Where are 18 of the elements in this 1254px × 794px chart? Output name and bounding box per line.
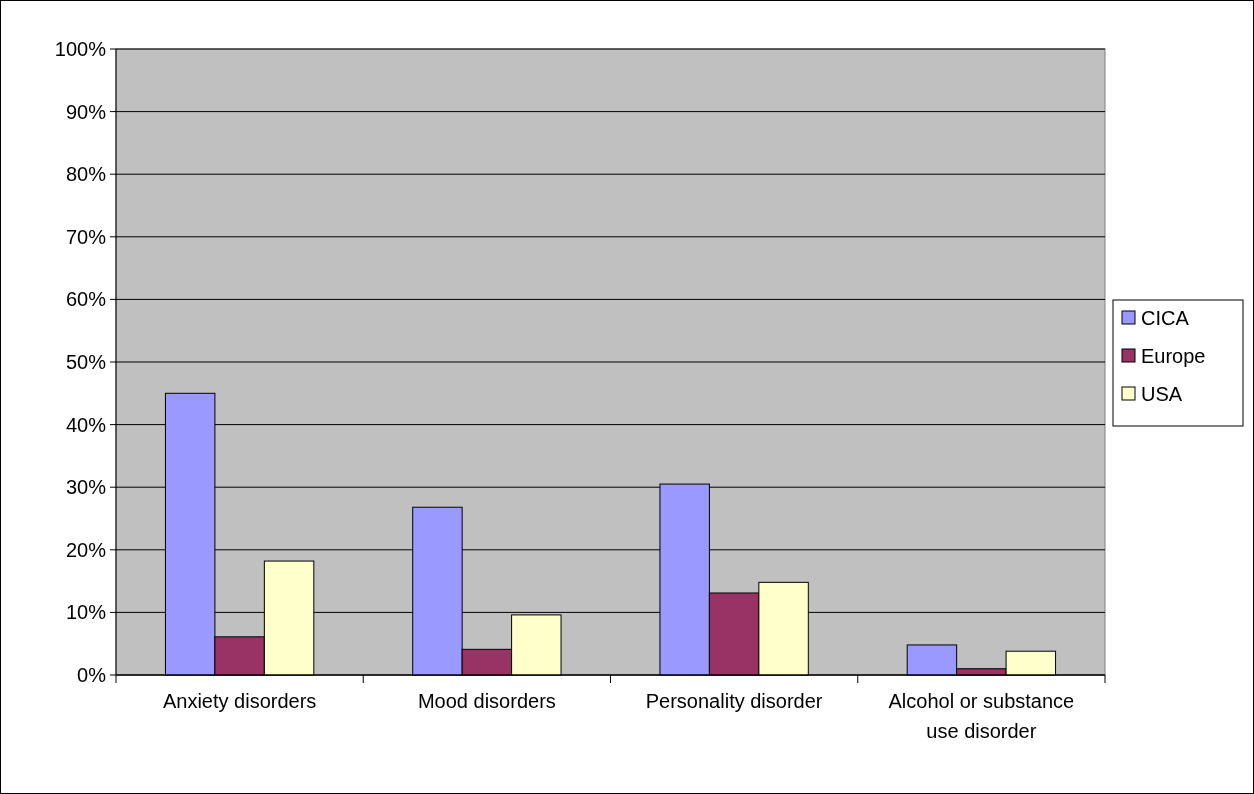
y-tick-label: 20%: [65, 538, 107, 561]
x-tick-label: Mood disorders: [417, 690, 556, 712]
y-tick-label: 30%: [65, 476, 107, 499]
x-tick-label: Personality disorder: [645, 690, 823, 712]
x-tick-label: Anxiety disorders: [162, 690, 317, 712]
y-tick-label: 40%: [65, 413, 107, 436]
y-tick-label: 90%: [65, 100, 107, 123]
legend-label: CICA: [1141, 307, 1190, 329]
legend-label: USA: [1141, 383, 1183, 405]
y-tick-label: 0%: [77, 664, 107, 686]
y-tick-label: 100%: [54, 38, 107, 60]
y-tick-label: 50%: [65, 351, 107, 373]
x-tick-label: Alcohol or substance use disorder: [888, 690, 1075, 742]
y-tick-label: 80%: [65, 163, 107, 186]
y-tick-label: 70%: [65, 225, 107, 248]
y-tick-label: 10%: [65, 601, 107, 624]
legend-label: Europe: [1141, 345, 1206, 367]
y-tick-label: 60%: [65, 288, 107, 311]
